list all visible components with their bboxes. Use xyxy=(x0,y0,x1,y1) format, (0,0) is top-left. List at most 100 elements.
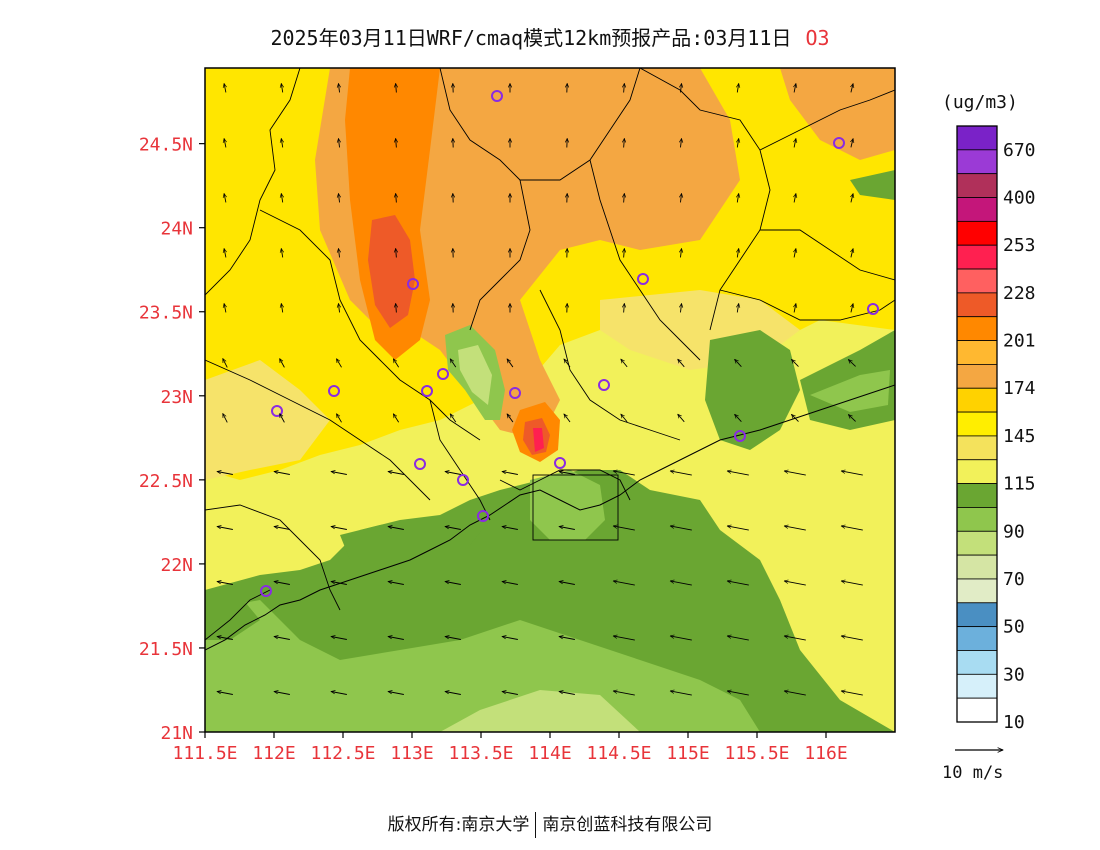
wind-arrow xyxy=(670,636,692,641)
colorbar-swatch xyxy=(956,125,998,151)
wind-arrow xyxy=(737,139,738,148)
wind-arrow xyxy=(393,359,400,368)
monitoring-station-marker xyxy=(437,368,449,380)
colorbar-swatch xyxy=(956,459,998,485)
colorbar-swatch xyxy=(956,363,998,389)
colorbar-label: 90 xyxy=(1003,521,1025,542)
wind-arrow xyxy=(727,581,749,586)
wind-arrow xyxy=(445,637,461,640)
wind-arrow xyxy=(281,304,282,313)
wind-arrow xyxy=(217,637,233,640)
wind-arrow xyxy=(224,84,226,93)
colorbar-label: 115 xyxy=(1003,474,1036,495)
wind-arrow xyxy=(396,84,397,93)
wind-arrow xyxy=(222,359,228,368)
footer-separator xyxy=(535,812,537,838)
monitoring-station-marker xyxy=(509,387,521,399)
wind-arrow xyxy=(735,359,742,367)
colorbar-swatch xyxy=(956,268,998,294)
wind-arrow xyxy=(502,692,518,695)
lon-tick-label: 112E xyxy=(252,743,295,764)
colorbar-swatch xyxy=(956,673,998,699)
ozone-low-sz xyxy=(530,470,605,540)
colorbar-swatch xyxy=(956,435,998,461)
wind-arrow xyxy=(784,471,806,476)
wind-arrow xyxy=(613,471,635,476)
wind-arrow xyxy=(784,526,806,531)
wind-arrow xyxy=(217,582,233,585)
wind-arrow xyxy=(794,139,796,148)
monitoring-station-marker xyxy=(833,137,845,149)
wind-arrow xyxy=(624,139,625,148)
wind-arrow xyxy=(794,249,796,258)
lon-tick-label: 116E xyxy=(804,743,847,764)
wind-legend-label: 10 m/s xyxy=(942,763,1003,783)
colorbar-labels: 670 400 253 228 201 174 145 115 90 70 50 30 10 xyxy=(1003,140,1036,733)
wind-arrow xyxy=(851,249,853,258)
wind-arrow xyxy=(336,359,342,368)
colorbar-swatch xyxy=(956,697,998,723)
lon-tick-label: 115E xyxy=(666,743,709,764)
longitude-axis: 111.5E 112E 112.5E 113E 113.5E 114E 114.5E 115E… xyxy=(172,732,848,764)
station-markers xyxy=(260,90,879,597)
wind-arrow xyxy=(331,472,347,475)
wind-arrow xyxy=(792,414,799,422)
wind-arrow xyxy=(274,637,290,640)
colorbar-swatch xyxy=(956,197,998,222)
wind-arrow xyxy=(613,526,635,531)
wind-arrow xyxy=(388,692,404,695)
wind-arrow xyxy=(450,414,457,423)
wind-arrow xyxy=(784,636,806,641)
lon-tick-label: 113.5E xyxy=(448,743,513,764)
colorbar-label: 228 xyxy=(1003,283,1036,304)
colorbar-label: 145 xyxy=(1003,426,1036,447)
monitoring-station-marker xyxy=(328,385,340,397)
wind-arrow xyxy=(445,472,461,475)
wind-arrow xyxy=(222,414,228,423)
ozone-field xyxy=(205,68,895,732)
monitoring-station-marker xyxy=(407,278,419,290)
wind-arrow xyxy=(224,304,226,313)
wind-arrow xyxy=(274,582,290,585)
wind-arrow xyxy=(564,414,571,423)
wind-arrow xyxy=(559,692,575,695)
lon-tick-label: 112.5E xyxy=(310,743,375,764)
wind-arrow xyxy=(794,84,796,93)
wind-arrow xyxy=(784,691,806,696)
wind-arrow xyxy=(388,472,404,475)
colorbar-swatch xyxy=(956,411,998,437)
wind-arrow xyxy=(613,636,635,641)
ozone-low-east xyxy=(705,330,800,450)
lon-tick-label: 114.5E xyxy=(586,743,651,764)
wind-arrow xyxy=(507,414,514,423)
wind-arrow xyxy=(388,527,404,530)
coastline xyxy=(205,384,895,651)
wind-arrow xyxy=(502,472,518,475)
wind-arrow xyxy=(680,139,681,148)
wind-arrow xyxy=(224,194,226,203)
pollutant-label: O3 xyxy=(805,26,830,50)
ozone-low-ne xyxy=(850,170,895,200)
wind-arrow xyxy=(841,581,863,586)
hk-boundary xyxy=(532,474,619,541)
lon-tick-label: 115.5E xyxy=(724,743,789,764)
wind-arrow xyxy=(792,359,799,367)
wind-arrow xyxy=(624,249,625,258)
wind-arrow xyxy=(737,304,738,313)
wind-arrow xyxy=(841,636,863,641)
wind-arrow xyxy=(559,472,575,475)
wind-arrow xyxy=(274,692,290,695)
wind-arrow xyxy=(224,249,226,258)
wind-arrow xyxy=(727,636,749,641)
wind-arrow xyxy=(559,637,575,640)
lat-tick-label: 21N xyxy=(160,723,193,744)
wind-arrow xyxy=(848,360,856,367)
colorbar-label: 670 xyxy=(1003,140,1036,161)
colorbar-swatch xyxy=(956,316,998,341)
wind-arrow xyxy=(331,692,347,695)
wind-arrow xyxy=(737,194,738,203)
colorbar-label: 400 xyxy=(1003,188,1036,209)
lat-tick-label: 22.5N xyxy=(139,471,193,492)
wind-arrow xyxy=(338,139,339,148)
